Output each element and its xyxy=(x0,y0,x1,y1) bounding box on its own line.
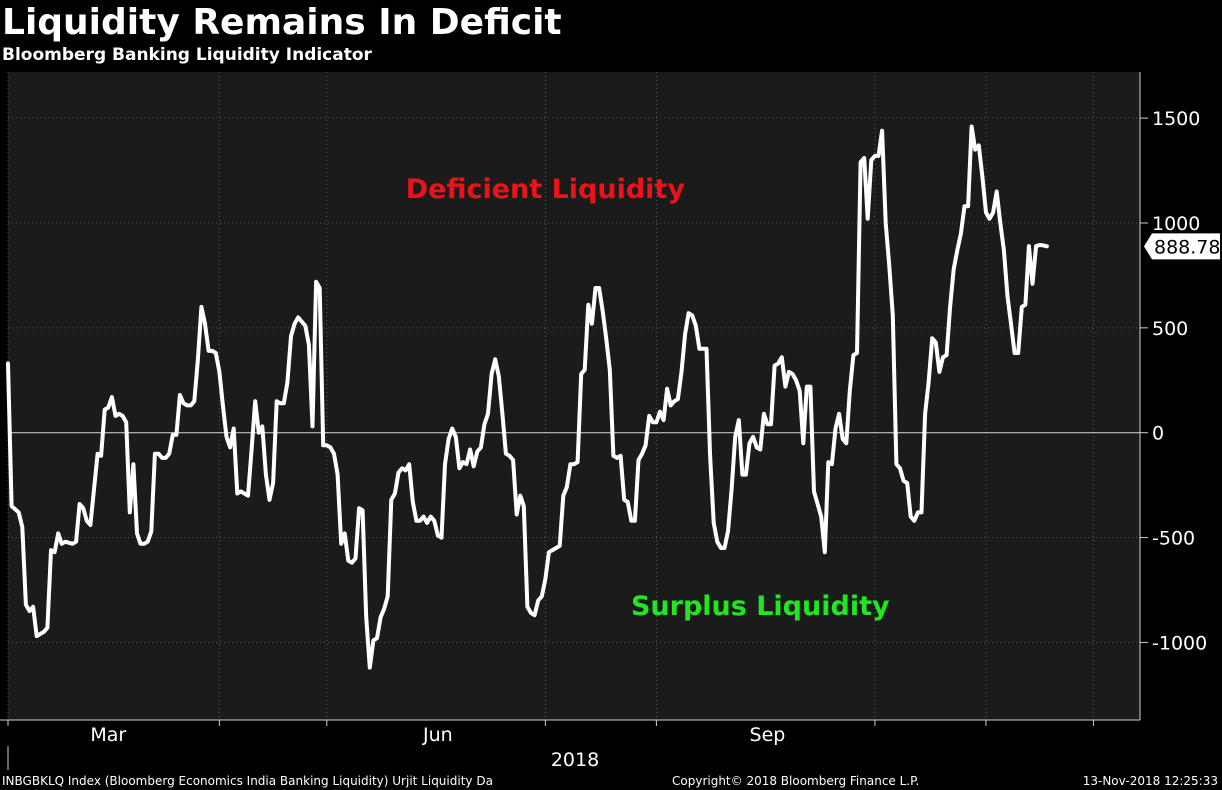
x-tick-label: Jun xyxy=(422,724,453,746)
series-line xyxy=(6,124,1049,670)
last-value-box xyxy=(1144,233,1220,260)
annotation-surplus-liquidity: Surplus Liquidity xyxy=(631,591,890,622)
y-tick-label: -500 xyxy=(1152,528,1195,550)
x-axis-year-label: 2018 xyxy=(551,749,599,771)
y-tick-label: 500 xyxy=(1152,318,1188,340)
y-tick-label: 0 xyxy=(1152,423,1164,445)
annotation-deficient-liquidity: Deficient Liquidity xyxy=(406,174,686,205)
y-tick-label: 1000 xyxy=(1152,213,1200,235)
y-tick-label: 1500 xyxy=(1152,108,1200,130)
footer-copyright: Copyright© 2018 Bloomberg Finance L.P. xyxy=(672,774,920,788)
chart-subtitle: Bloomberg Banking Liquidity Indicator xyxy=(2,45,372,65)
chart-title: Liquidity Remains In Deficit xyxy=(2,2,562,43)
footer-timestamp: 13-Nov-2018 12:25:33 xyxy=(1082,774,1218,788)
y-tick-label: -1000 xyxy=(1152,632,1207,654)
x-tick-label: Sep xyxy=(750,724,786,746)
x-tick-label: Mar xyxy=(90,724,126,746)
gridlines xyxy=(7,72,1140,720)
y-axis: 1500 1000 500 0 -500 -1000 xyxy=(1139,72,1207,720)
last-value-label: 888.78 xyxy=(1154,236,1220,258)
last-value-tag: 888.78 xyxy=(1144,233,1220,260)
footer-source: INBGBKLQ Index (Bloomberg Economics Indi… xyxy=(2,774,493,788)
x-axis: Mar Jun Sep xyxy=(0,719,1140,770)
